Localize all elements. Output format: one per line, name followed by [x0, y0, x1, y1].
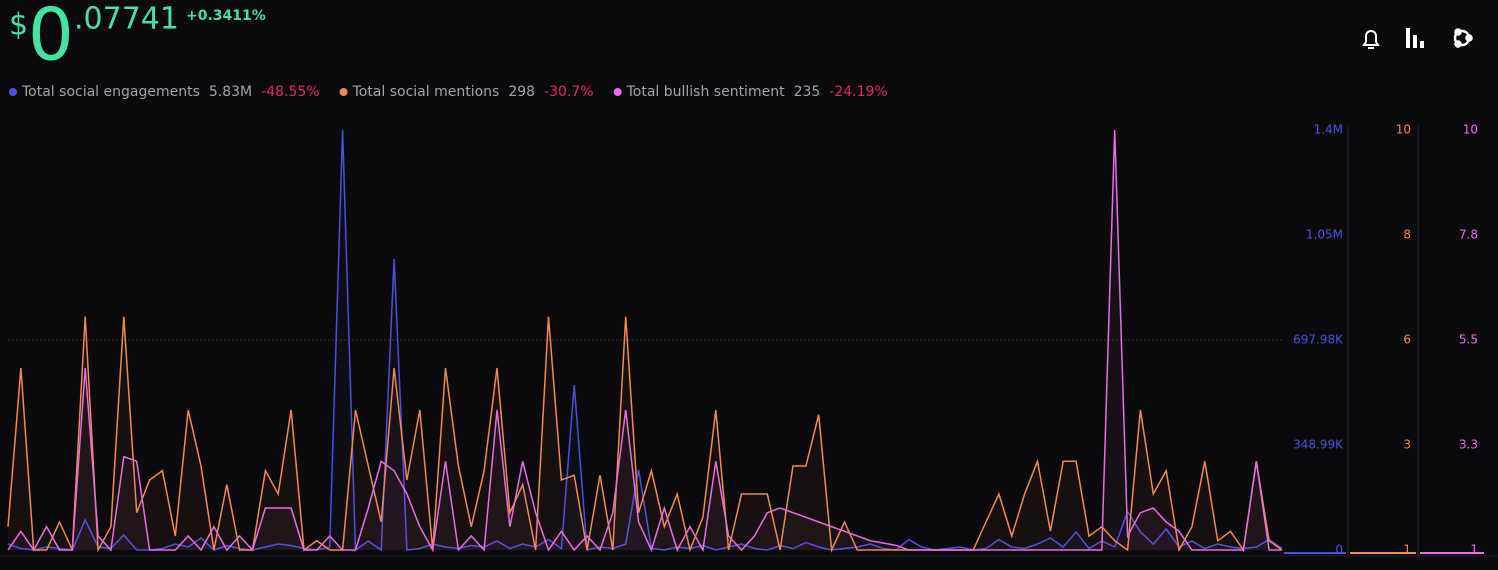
y-tick-label: 1.4M	[1314, 123, 1343, 137]
legend-change: -24.19%	[829, 84, 887, 100]
price-change: +0.3411%	[186, 8, 266, 24]
y-tick-label: 6	[1403, 333, 1411, 347]
series-line	[7, 129, 1282, 553]
icon-bar	[1406, 28, 1410, 48]
series-area	[8, 130, 1282, 550]
y-tick-label: 10	[1463, 123, 1478, 137]
y-tick-label: 1.05M	[1306, 228, 1343, 242]
y-tick-label: 348.99K	[1293, 438, 1344, 452]
series-area	[8, 316, 1282, 550]
y-tick-label: 7.8	[1459, 228, 1478, 242]
icon-bar	[1413, 35, 1417, 48]
icon-bar	[1420, 41, 1424, 48]
y-tick-label: 697.98K	[1293, 333, 1344, 347]
legend-total: 235	[794, 84, 821, 100]
price-int: 0	[28, 0, 74, 77]
share-icon[interactable]	[1453, 28, 1473, 48]
y-tick-label: 3.3	[1459, 438, 1478, 452]
bell-body	[1362, 30, 1380, 46]
series-line	[7, 129, 1283, 552]
legend-total: 5.83M	[209, 84, 252, 100]
y-tick-label: 5.5	[1459, 333, 1478, 347]
legend-dot	[339, 88, 348, 96]
legend-label: Total bullish sentiment	[626, 84, 785, 100]
series-line	[7, 316, 1283, 553]
y-tick-label: 10	[1396, 123, 1411, 137]
legend-label: Total social engagements	[21, 84, 200, 100]
legend-dot	[613, 88, 622, 96]
legend-dot	[9, 88, 17, 96]
y-tick-label: 1	[1470, 543, 1478, 557]
legend-label: Total social mentions	[352, 84, 500, 100]
y-tick-label: 3	[1403, 438, 1411, 452]
share-dot	[1465, 34, 1473, 42]
y-tick-label: 0	[1335, 543, 1343, 557]
legend-change: -48.55%	[261, 84, 319, 100]
price-dec: .07741	[74, 2, 179, 37]
bell-icon[interactable]	[1362, 30, 1380, 49]
share-dot	[1454, 28, 1462, 36]
share-dot	[1454, 40, 1462, 48]
currency: $	[9, 8, 28, 43]
y-tick-label: 1	[1403, 543, 1411, 557]
legend-total: 298	[508, 84, 535, 100]
y-tick-label: 8	[1403, 228, 1411, 242]
chart-icon[interactable]	[1406, 28, 1424, 48]
legend-change: -30.7%	[544, 84, 594, 100]
